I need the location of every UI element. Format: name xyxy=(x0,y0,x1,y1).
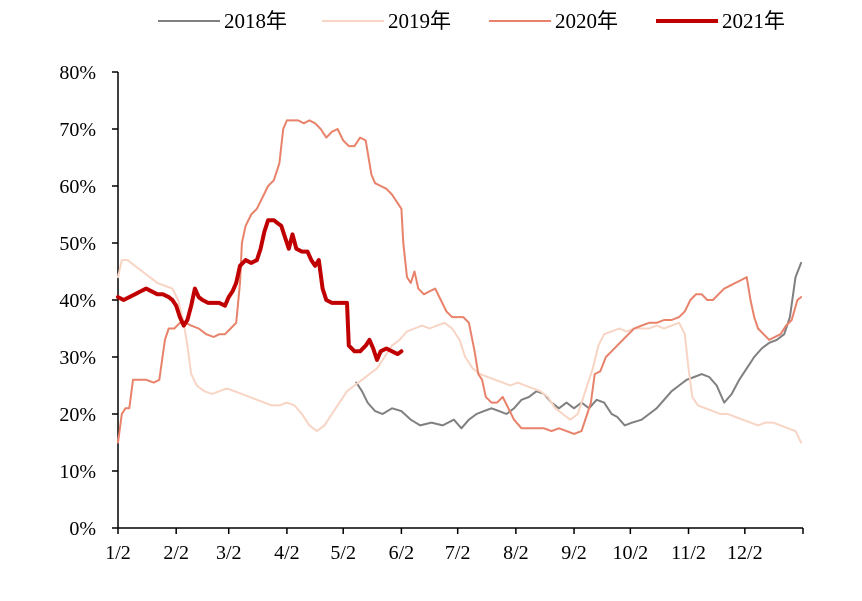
y-tick-label: 0% xyxy=(69,518,96,540)
x-tick-label: 3/2 xyxy=(216,542,242,564)
y-tick-label: 30% xyxy=(59,347,96,369)
series-line-4 xyxy=(116,218,404,362)
x-tick-label: 2/2 xyxy=(163,542,189,564)
y-tick-label: 40% xyxy=(59,290,96,312)
x-tick-label: 4/2 xyxy=(274,542,300,564)
y-tick-label: 50% xyxy=(59,233,96,255)
series-line-1 xyxy=(355,261,803,430)
legend-label: 2021年 xyxy=(722,9,785,33)
x-tick-label: 1/2 xyxy=(105,542,131,564)
legend: 2018年 2019年 2020年 2021年 xyxy=(158,9,785,33)
y-tick-label: 80% xyxy=(59,62,96,84)
x-tick-label: 6/2 xyxy=(389,542,415,564)
legend-label: 2020年 xyxy=(555,9,618,33)
y-tick-label: 10% xyxy=(59,461,96,483)
x-axis: 1/2 2/2 3/2 4/2 5/2 6/2 7/2 8/2 9/2 10/2 11/2 12/2 xyxy=(105,527,804,564)
x-tick-label: 9/2 xyxy=(561,542,587,564)
x-tick-label: 7/2 xyxy=(445,542,471,564)
x-tick-label: 5/2 xyxy=(330,542,356,564)
legend-label: 2018年 xyxy=(224,9,287,33)
plot-area xyxy=(116,119,803,444)
x-tick-label: 10/2 xyxy=(613,542,649,564)
y-tick-label: 60% xyxy=(59,176,96,198)
x-tick-label: 8/2 xyxy=(503,542,529,564)
y-tick-label: 70% xyxy=(59,119,96,141)
series-line-3 xyxy=(117,119,803,444)
series-line-2 xyxy=(117,259,803,444)
x-tick-label: 11/2 xyxy=(671,542,706,564)
y-tick-label: 20% xyxy=(59,404,96,426)
legend-label: 2019年 xyxy=(388,9,451,33)
y-axis: 0% 10% 20% 30% 40% 50% 60% 70% 80% xyxy=(59,62,119,540)
x-tick-label: 12/2 xyxy=(727,542,763,564)
